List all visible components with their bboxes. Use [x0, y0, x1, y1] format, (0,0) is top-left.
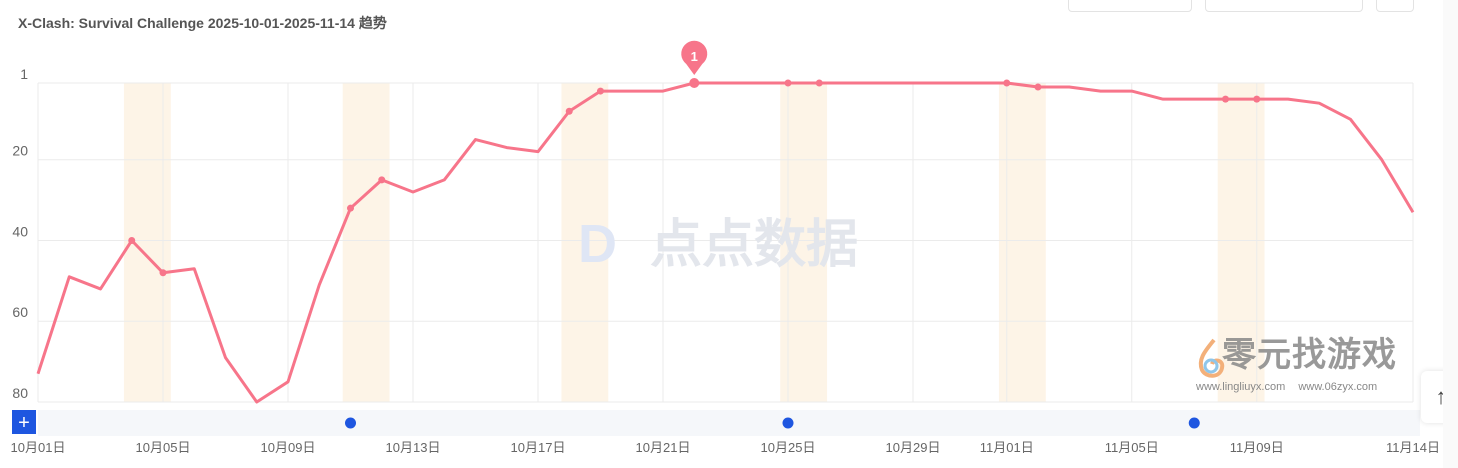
- data-point: [784, 79, 792, 87]
- toolbar-button[interactable]: [1376, 0, 1414, 12]
- data-point: [347, 204, 354, 212]
- x-tick-label: 10月29日: [886, 440, 941, 455]
- weekend-band: [998, 83, 1046, 402]
- data-point: [1034, 83, 1042, 91]
- x-tick-label: 10月05日: [136, 440, 191, 455]
- corner-watermark-url: www.lingliuyx.com: [1196, 381, 1286, 393]
- weekend-band: [561, 83, 609, 402]
- y-tick-label: 60: [12, 304, 28, 320]
- x-tick-label: 11月14日: [1386, 440, 1440, 455]
- y-tick-label: 1: [20, 66, 28, 82]
- data-point: [128, 236, 136, 244]
- data-point: [1253, 95, 1261, 103]
- y-tick-label: 40: [12, 223, 28, 239]
- data-point: [1003, 79, 1011, 87]
- data-point: [815, 79, 823, 87]
- event-marker[interactable]: [1188, 417, 1200, 429]
- x-tick-label: 10月01日: [11, 440, 66, 455]
- time-slider[interactable]: [38, 410, 1420, 436]
- chart-title: X-Clash: Survival Challenge 2025-10-01-2…: [18, 15, 387, 31]
- data-point: [1222, 95, 1229, 103]
- corner-watermark-url: www.06zyx.com: [1298, 381, 1378, 393]
- arrow-up-icon: ↑: [1435, 384, 1447, 409]
- y-tick-label: 20: [12, 143, 28, 159]
- peak-label: 1: [691, 49, 698, 64]
- data-point: [378, 176, 386, 184]
- x-tick-label: 10月17日: [511, 440, 566, 455]
- x-tick-label: 11月09日: [1230, 440, 1284, 455]
- corner-watermark-text: 零元找游戏: [1222, 336, 1397, 374]
- x-tick-label: 10月21日: [636, 440, 691, 455]
- event-marker[interactable]: [345, 417, 356, 429]
- zoom-plus-button[interactable]: [12, 410, 36, 434]
- data-point: [159, 269, 167, 277]
- peak-pin-icon: [681, 40, 708, 75]
- x-tick-label: 11月05日: [1105, 440, 1159, 455]
- weekend-band: [342, 83, 390, 402]
- center-watermark: 点点数据: [650, 216, 858, 274]
- flame-logo-icon: [1198, 338, 1225, 378]
- corner-watermark: 零元找游戏 www.lingliuyx.com www.06zyx.com: [1196, 336, 1411, 406]
- x-tick-label: 10月09日: [261, 440, 316, 455]
- peak-point: [689, 78, 700, 88]
- x-tick-label: 11月01日: [980, 440, 1034, 455]
- toolbar-button[interactable]: [1205, 0, 1363, 12]
- x-tick-label: 10月13日: [386, 440, 441, 455]
- data-point: [597, 87, 604, 95]
- x-tick-label: 10月25日: [761, 440, 816, 455]
- event-marker[interactable]: [782, 417, 794, 429]
- plus-icon: +: [18, 412, 30, 434]
- rank-line: [36, 81, 1415, 404]
- y-tick-label: 80: [12, 385, 28, 401]
- scrollbar[interactable]: [1443, 0, 1458, 468]
- watermark-logo-icon: D: [578, 214, 617, 274]
- data-point: [565, 107, 573, 115]
- toolbar-button[interactable]: [1068, 0, 1192, 12]
